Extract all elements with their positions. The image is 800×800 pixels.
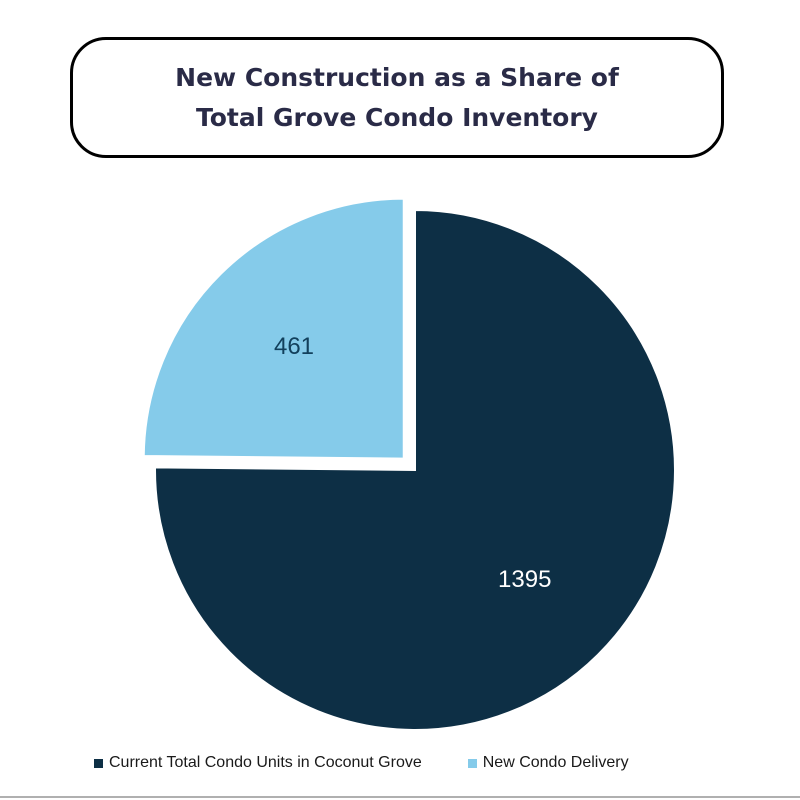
- chart-title-line-2: Total Grove Condo Inventory: [196, 102, 598, 132]
- chart-legend: Current Total Condo Units in Coconut Gro…: [94, 754, 675, 772]
- legend-label-current-units: Current Total Condo Units in Coconut Gro…: [109, 754, 422, 771]
- pie-slice-new-delivery: [142, 197, 405, 460]
- legend-item-current-units: Current Total Condo Units in Coconut Gro…: [94, 754, 422, 772]
- legend-swatch-new-delivery: [467, 758, 477, 768]
- legend-label-new-delivery: New Condo Delivery: [482, 754, 629, 771]
- pie-slice-current-units: [154, 208, 676, 731]
- data-label-current-units: 1395: [498, 566, 551, 593]
- legend-swatch-current-units: [94, 758, 103, 768]
- legend-item-new-delivery: New Condo Delivery: [467, 754, 629, 772]
- bottom-divider: [0, 796, 800, 798]
- chart-title-box: New Construction as a Share of Total Gro…: [70, 37, 724, 158]
- data-label-new-delivery: 461: [274, 333, 314, 360]
- chart-title-line-1: New Construction as a Share of: [175, 62, 619, 92]
